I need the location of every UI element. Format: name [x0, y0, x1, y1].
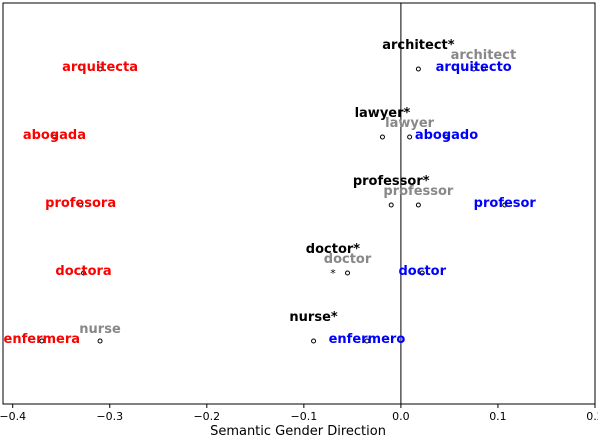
data-label: arquitecta	[62, 60, 138, 75]
data-label: nurse*	[289, 310, 337, 325]
data-label: doctor	[399, 264, 447, 279]
data-label: profesora	[45, 196, 116, 211]
data-point	[379, 134, 385, 140]
data-label: enfermera	[4, 332, 81, 347]
data-points: *	[39, 66, 508, 344]
data-label: architect	[451, 48, 517, 63]
data-point	[345, 270, 351, 276]
data-point	[97, 66, 103, 72]
data-label: arquitecto	[436, 60, 512, 75]
data-point	[407, 134, 413, 140]
data-point	[415, 202, 421, 208]
data-label: architect*	[382, 38, 455, 53]
x-axis-ticks: −0.4 −0.3 −0.2 −0.1 0.0 0.1 0.2	[0, 404, 598, 423]
data-point	[444, 134, 450, 140]
data-point: *	[330, 267, 336, 280]
data-point	[480, 66, 486, 72]
x-tick-label: −0.3	[96, 410, 123, 423]
data-point	[364, 338, 370, 344]
data-point	[311, 338, 317, 344]
x-tick-label: 0.0	[392, 410, 410, 423]
data-label: abogada	[23, 128, 86, 143]
data-label: enfermero	[329, 332, 406, 347]
data-label: profesor	[474, 196, 537, 211]
data-point	[97, 338, 103, 344]
data-label: abogado	[415, 128, 478, 143]
data-point	[81, 270, 87, 276]
data-label: lawyer	[385, 116, 435, 131]
data-point	[78, 202, 84, 208]
data-point	[419, 270, 425, 276]
x-tick-label: 0.1	[489, 410, 507, 423]
data-point	[502, 202, 508, 208]
data-point	[415, 66, 421, 72]
data-label: doctor*	[306, 242, 360, 257]
data-label: professor*	[353, 174, 430, 189]
data-label: lawyer*	[355, 106, 411, 121]
x-tick-label: 0.2	[586, 410, 598, 423]
data-label: nurse	[79, 322, 121, 337]
x-tick-label: −0.2	[193, 410, 220, 423]
data-label: professor	[383, 184, 454, 199]
data-label: doctora	[55, 264, 111, 279]
data-point	[39, 338, 45, 344]
data-point	[471, 66, 477, 72]
x-tick-label: −0.1	[290, 410, 317, 423]
x-axis-label: Semantic Gender Direction	[210, 424, 386, 436]
data-point	[51, 134, 57, 140]
data-label: doctor	[324, 252, 372, 267]
data-point	[388, 202, 394, 208]
x-tick-label: −0.4	[0, 410, 26, 423]
